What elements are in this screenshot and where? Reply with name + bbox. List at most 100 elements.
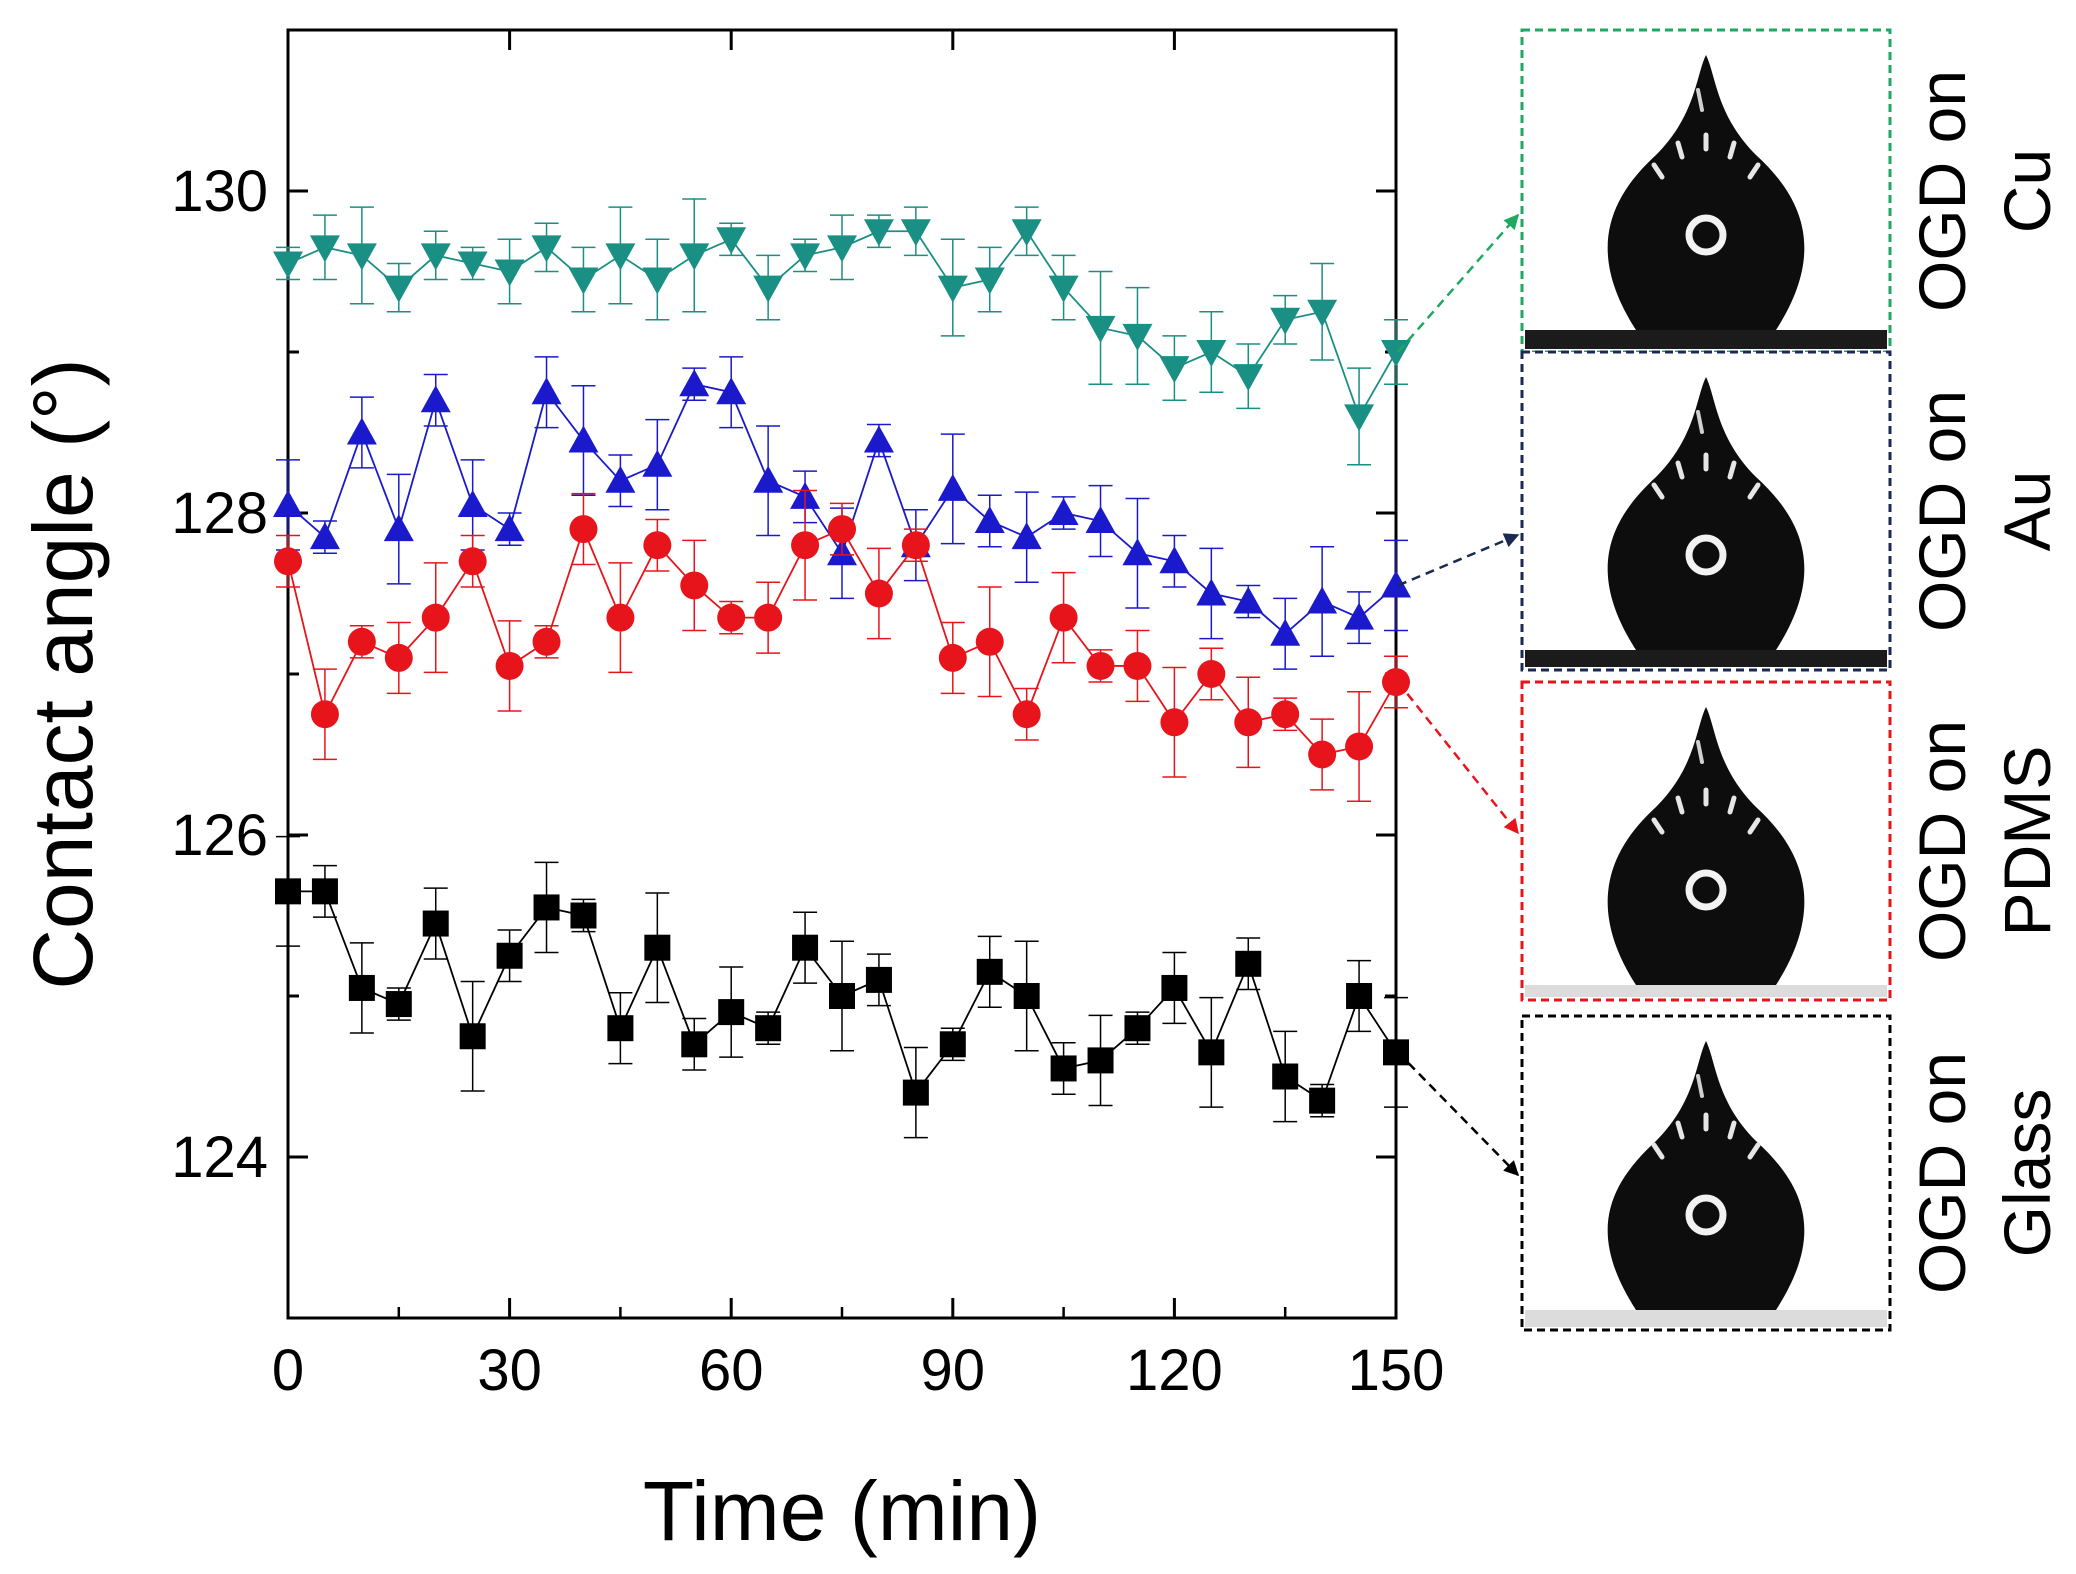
data-point-triangle-up — [1048, 498, 1079, 525]
panel-frame — [1520, 680, 1892, 1002]
data-point-square — [681, 1031, 708, 1058]
data-point-circle — [938, 643, 967, 672]
series-square — [275, 835, 1409, 1139]
droplet-tip-highlight — [1696, 740, 1704, 764]
data-point-triangle-down — [679, 243, 710, 271]
data-point-triangle-down — [273, 251, 303, 279]
data-point-circle — [1345, 732, 1374, 761]
data-point-triangle-down — [1122, 323, 1153, 351]
data-point-square — [865, 966, 892, 993]
droplet-highlight — [1675, 1120, 1685, 1140]
data-point-circle — [1382, 668, 1410, 697]
data-point-circle — [347, 627, 376, 656]
data-point-triangle-down — [716, 227, 747, 255]
pointer-arrow — [1397, 213, 1519, 353]
droplet-shape — [1607, 707, 1805, 985]
data-point-circle — [791, 531, 820, 560]
droplet-shape — [1607, 377, 1805, 650]
data-point-triangle-down — [494, 259, 525, 287]
panel-caption-line1: OGD on — [1905, 1052, 1979, 1294]
data-point-circle — [828, 515, 856, 544]
data-point-circle — [717, 603, 746, 632]
data-point-triangle-up — [494, 514, 525, 542]
data-point-square — [348, 974, 375, 1001]
droplet-tip-highlight — [1696, 410, 1704, 434]
droplet-highlight — [1675, 795, 1685, 815]
data-point-square — [644, 934, 671, 961]
series-circle — [274, 489, 1410, 802]
y-axis-title: Contact angle (°) — [16, 358, 110, 989]
panel-caption-line1: OGD on — [1905, 390, 1979, 632]
data-point-circle — [1086, 651, 1115, 680]
data-point-triangle-down — [531, 235, 562, 263]
data-point-circle — [495, 651, 524, 680]
data-point-square — [1198, 1039, 1225, 1066]
data-point-square — [422, 910, 449, 937]
data-point-circle — [274, 547, 302, 576]
droplet-highlight — [1651, 817, 1665, 835]
data-point-square — [311, 878, 338, 905]
data-point-square — [792, 934, 819, 961]
data-point-triangle-up — [309, 522, 340, 550]
data-point-circle — [421, 603, 450, 632]
y-tick-label: 124 — [171, 1125, 268, 1190]
droplet-highlight — [1727, 460, 1737, 480]
data-point-circle — [643, 531, 672, 560]
data-point-square — [1124, 1015, 1151, 1042]
droplet-highlight — [1727, 140, 1737, 160]
data-point-circle — [1234, 708, 1263, 737]
data-point-square — [1272, 1063, 1299, 1090]
droplet-tip-highlight — [1696, 88, 1704, 112]
data-point-square — [939, 1031, 966, 1058]
data-point-circle — [754, 603, 783, 632]
data-point-triangle-up — [1270, 618, 1301, 646]
y-tick-label: 128 — [171, 481, 268, 546]
x-axis-title: Time (min) — [643, 1464, 1041, 1558]
data-point-circle — [1160, 708, 1189, 737]
data-point-triangle-up — [383, 514, 414, 542]
data-point-circle — [1308, 740, 1337, 769]
data-point-triangle-up — [753, 465, 784, 493]
data-point-square — [1309, 1087, 1336, 1114]
data-point-square — [902, 1079, 929, 1106]
data-point-triangle-up — [974, 506, 1005, 534]
data-point-square — [1050, 1055, 1077, 1082]
data-point-triangle-down — [753, 275, 784, 303]
data-point-circle — [384, 643, 413, 672]
droplet-highlight — [1651, 1142, 1665, 1160]
axes-layer: 0 30 60 90 120 150 124 126 128 130 Time (min) Conta… — [16, 28, 1444, 1558]
pointer-arrow — [1397, 533, 1520, 587]
substrate — [1525, 985, 1887, 997]
droplet-highlight — [1675, 460, 1685, 480]
data-point-triangle-down — [346, 243, 377, 271]
data-point-triangle-up — [346, 417, 377, 445]
panel-caption-line2: Au — [1990, 471, 2064, 552]
data-point-triangle-up — [605, 465, 636, 493]
data-point-circle — [1197, 660, 1226, 688]
data-point-triangle-up — [531, 377, 562, 405]
droplet-reflection-ring — [1685, 534, 1727, 576]
data-point-circle — [606, 603, 635, 632]
data-point-triangle-up — [273, 489, 303, 517]
data-point-square — [496, 942, 523, 969]
data-point-square — [755, 1015, 782, 1042]
arrows-layer — [1397, 213, 1520, 1177]
data-point-triangle-up — [1196, 578, 1227, 606]
data-point-triangle-down — [1011, 219, 1042, 247]
data-point-triangle-down — [1233, 364, 1264, 392]
data-point-triangle-up — [1159, 546, 1190, 574]
data-point-triangle-up — [679, 369, 710, 397]
data-point-triangle-up — [1085, 506, 1116, 534]
data-point-square — [1235, 950, 1262, 977]
data-point-triangle-up — [1122, 538, 1153, 566]
data-point-circle — [864, 579, 893, 608]
data-point-circle — [1123, 651, 1152, 680]
data-point-triangle-up — [457, 489, 488, 517]
droplet-panel-3: OGD on Glass — [1520, 1014, 2064, 1332]
data-point-triangle-down — [1196, 340, 1227, 367]
substrate — [1525, 650, 1887, 667]
data-point-triangle-up — [1233, 586, 1264, 614]
data-point-square — [1087, 1047, 1114, 1074]
panel-frame — [1520, 1014, 1892, 1332]
